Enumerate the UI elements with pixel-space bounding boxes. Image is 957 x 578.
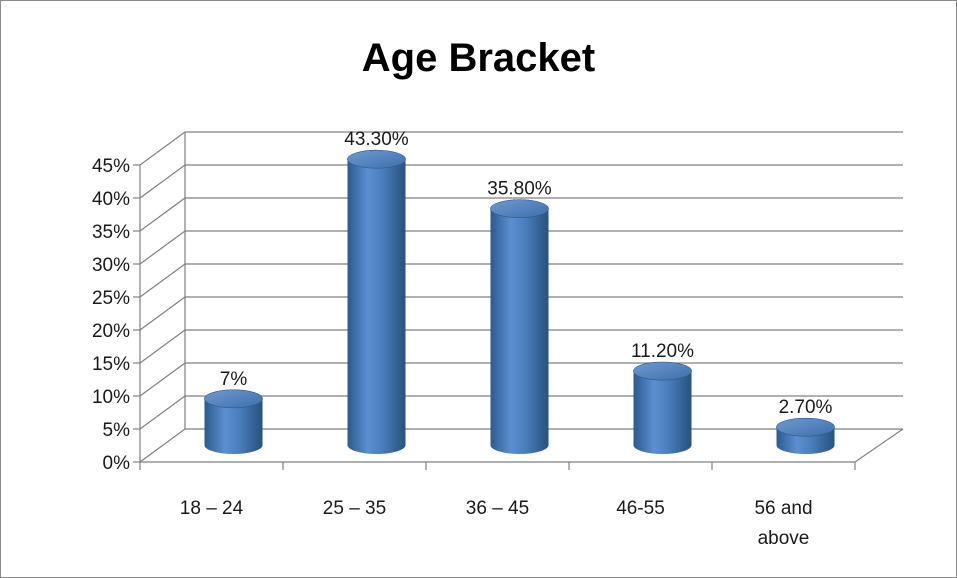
bar-body	[204, 398, 263, 455]
bar-top	[490, 199, 549, 219]
bar-top	[633, 361, 692, 381]
category-label: 36 – 45	[466, 498, 529, 519]
bar-body	[633, 371, 692, 455]
bar-top	[347, 149, 406, 169]
y-tick-label: 0%	[103, 453, 131, 474]
y-tick-label: 30%	[92, 255, 130, 276]
category-label: 56 and	[754, 498, 812, 519]
y-tick-label: 15%	[92, 354, 130, 375]
data-label: 7%	[220, 369, 248, 390]
gridline-side	[139, 230, 186, 265]
category-label: above	[758, 528, 810, 549]
gridline-side	[139, 296, 186, 331]
y-tick-label: 20%	[92, 321, 130, 342]
category-label: 25 – 35	[323, 498, 386, 519]
gridline-side	[139, 164, 186, 199]
bar-2	[347, 149, 406, 455]
bar-4	[633, 361, 692, 455]
y-tick-label: 40%	[92, 189, 130, 210]
chart-title: Age Bracket	[361, 36, 596, 80]
bar-1	[204, 389, 263, 455]
axis-layer	[133, 132, 904, 470]
label-layer: 0% 5% 10% 15% 20% 25% 30% 35% 40% 45% 7% 18 – 24 43.…	[92, 129, 833, 549]
y-tick-label: 45%	[92, 156, 130, 177]
bar-top	[776, 417, 835, 437]
gridline-side	[139, 428, 186, 463]
data-label: 2.70%	[779, 397, 833, 418]
gridline-side	[139, 395, 186, 430]
bar-top	[204, 389, 263, 409]
category-label: 46-55	[616, 498, 665, 519]
data-label: 35.80%	[487, 179, 552, 200]
y-tick-label: 5%	[103, 420, 131, 441]
floor-right-edge	[854, 428, 904, 463]
y-tick-label: 35%	[92, 222, 130, 243]
gridline-side	[139, 362, 186, 397]
gridline-side	[139, 131, 186, 166]
gridline-side	[139, 263, 186, 298]
bar-5	[776, 417, 835, 455]
gridline-side	[139, 329, 186, 364]
bar-layer	[204, 149, 835, 455]
gridline-side	[139, 197, 186, 232]
bar-3	[490, 199, 549, 455]
data-label: 11.20%	[631, 341, 694, 362]
bar-body	[347, 159, 406, 455]
data-label: 43.30%	[344, 129, 409, 150]
y-tick-label: 25%	[92, 288, 130, 309]
category-label: 18 – 24	[180, 498, 244, 519]
bar-body	[490, 208, 549, 455]
y-tick-label: 10%	[92, 387, 130, 408]
